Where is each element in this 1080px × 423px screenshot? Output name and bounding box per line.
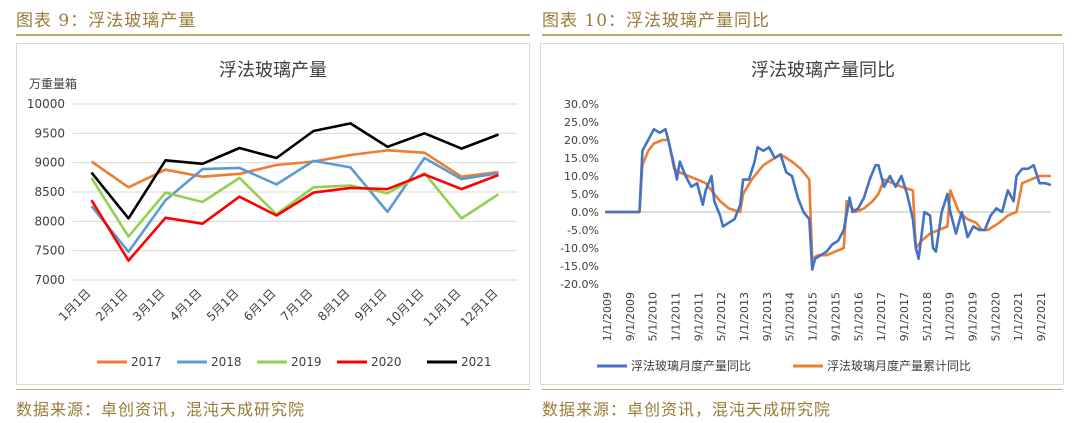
legend-label: 2021 bbox=[461, 355, 492, 369]
x-tick-label: 5/1/2016 bbox=[852, 292, 865, 341]
x-tick-label: 7月1日 bbox=[278, 286, 316, 324]
left-bottom-rule bbox=[16, 389, 530, 390]
series-line-2017 bbox=[90, 149, 499, 189]
legend-label: 浮法玻璃月度产量累计同比 bbox=[827, 358, 971, 373]
right-source-note: 数据来源：卓创资讯，混沌天成研究院 bbox=[542, 400, 832, 419]
y-tick-label: -20.0% bbox=[560, 278, 599, 291]
x-tick-label: 1/1/2021 bbox=[1012, 292, 1025, 341]
x-tick-label: 1/1/2019 bbox=[944, 292, 957, 341]
series-line-cumulative-yoy bbox=[605, 138, 1051, 261]
x-tick-label: 9/1/2013 bbox=[761, 292, 774, 341]
y-tick-label: -15.0% bbox=[560, 260, 599, 273]
x-tick-label: 9/1/2021 bbox=[1035, 292, 1048, 341]
y-tick-label: -10.0% bbox=[560, 242, 599, 255]
x-tick-label: 9/1/2019 bbox=[966, 292, 979, 341]
y-tick-label: 9500 bbox=[34, 126, 65, 140]
production-line-chart: 浮法玻璃产量 万重量箱 7000 7500 8000 8500 9000 9500 1000… bbox=[27, 60, 517, 369]
x-tick-label: 4月1日 bbox=[167, 286, 205, 324]
x-tick-label: 1/1/2011 bbox=[670, 292, 683, 341]
y-tick-label: 8500 bbox=[34, 185, 65, 199]
x-tick-label: 6月1日 bbox=[241, 286, 279, 324]
y-tick-label: 7500 bbox=[34, 244, 65, 258]
series-line-2020 bbox=[90, 173, 499, 262]
y-unit-label: 万重量箱 bbox=[29, 76, 77, 91]
x-tick-label: 1/1/2013 bbox=[738, 292, 751, 341]
y-tick-label: 25.0% bbox=[564, 116, 599, 129]
x-tick-label: 9/1/2011 bbox=[692, 292, 705, 341]
x-tick-label: 5月1日 bbox=[204, 286, 242, 324]
x-tick-label: 5/1/2014 bbox=[784, 292, 797, 341]
legend-label: 2017 bbox=[131, 355, 162, 369]
x-tick-label: 5/1/2020 bbox=[989, 292, 1002, 341]
x-tick-label: 2月1日 bbox=[93, 286, 131, 324]
y-tick-label: 20.0% bbox=[564, 134, 599, 147]
x-tick-label: 5/1/2012 bbox=[715, 292, 728, 341]
y-tick-label: -5.0% bbox=[567, 224, 599, 237]
legend-label: 2018 bbox=[211, 355, 242, 369]
y-tick-label: 30.0% bbox=[564, 98, 599, 111]
right-chart-panel: 浮法玻璃产量同比 30.0% 25.0% 20.0% 15.0% 10.0% 5.0% 0.… bbox=[540, 43, 1064, 385]
left-figure-caption: 图表 9：浮法玻璃产量 bbox=[16, 11, 197, 31]
legend-label: 2019 bbox=[291, 355, 322, 369]
x-tick-label: 1/1/2009 bbox=[601, 292, 614, 341]
x-tick-label: 5/1/2010 bbox=[647, 292, 660, 341]
y-tick-label: 7000 bbox=[34, 273, 65, 287]
x-tick-label: 1/1/2015 bbox=[807, 292, 820, 341]
legend-label: 2020 bbox=[371, 355, 402, 369]
series-line-monthly-yoy bbox=[605, 127, 1052, 271]
series-line-2018 bbox=[90, 156, 499, 254]
series-line-2019 bbox=[90, 171, 500, 238]
x-tick-label: 1月1日 bbox=[56, 286, 94, 324]
right-caption-rule bbox=[542, 34, 1062, 36]
x-tick-label: 11月1日 bbox=[421, 286, 464, 329]
left-caption-rule bbox=[16, 34, 530, 36]
y-tick-label: 10.0% bbox=[564, 170, 599, 183]
left-source-note: 数据来源：卓创资讯，混沌天成研究院 bbox=[16, 400, 306, 419]
y-tick-label: 8000 bbox=[34, 214, 65, 228]
right-figure-caption: 图表 10：浮法玻璃产量同比 bbox=[542, 11, 771, 31]
x-tick-label: 9/1/2009 bbox=[624, 292, 637, 341]
x-tick-label: 8月1日 bbox=[315, 286, 353, 324]
right-bottom-rule bbox=[542, 389, 1062, 390]
x-tick-label: 1/1/2017 bbox=[875, 292, 888, 341]
y-tick-label: 0.0% bbox=[571, 206, 599, 219]
chart-title: 浮法玻璃产量 bbox=[219, 60, 327, 81]
x-tick-label: 9/1/2015 bbox=[829, 292, 842, 341]
series-line-2021 bbox=[90, 122, 499, 220]
y-tick-label: 9000 bbox=[34, 156, 65, 170]
yoy-line-chart: 浮法玻璃产量同比 30.0% 25.0% 20.0% 15.0% 10.0% 5.0% 0.… bbox=[560, 60, 1052, 373]
x-tick-label: 3月1日 bbox=[130, 286, 168, 324]
x-tick-label: 5/1/2018 bbox=[921, 292, 934, 341]
y-tick-label: 5.0% bbox=[571, 188, 599, 201]
x-tick-label: 12月1日 bbox=[458, 286, 501, 329]
left-chart-panel: 浮法玻璃产量 万重量箱 7000 7500 8000 8500 9000 9500 1000… bbox=[16, 43, 530, 385]
y-tick-label: 10000 bbox=[27, 97, 65, 111]
x-tick-label: 9/1/2017 bbox=[898, 292, 911, 341]
x-tick-label: 10月1日 bbox=[384, 286, 427, 329]
legend-label: 浮法玻璃月度产量同比 bbox=[631, 358, 751, 373]
y-tick-label: 15.0% bbox=[564, 152, 599, 165]
chart-title: 浮法玻璃产量同比 bbox=[751, 60, 895, 81]
